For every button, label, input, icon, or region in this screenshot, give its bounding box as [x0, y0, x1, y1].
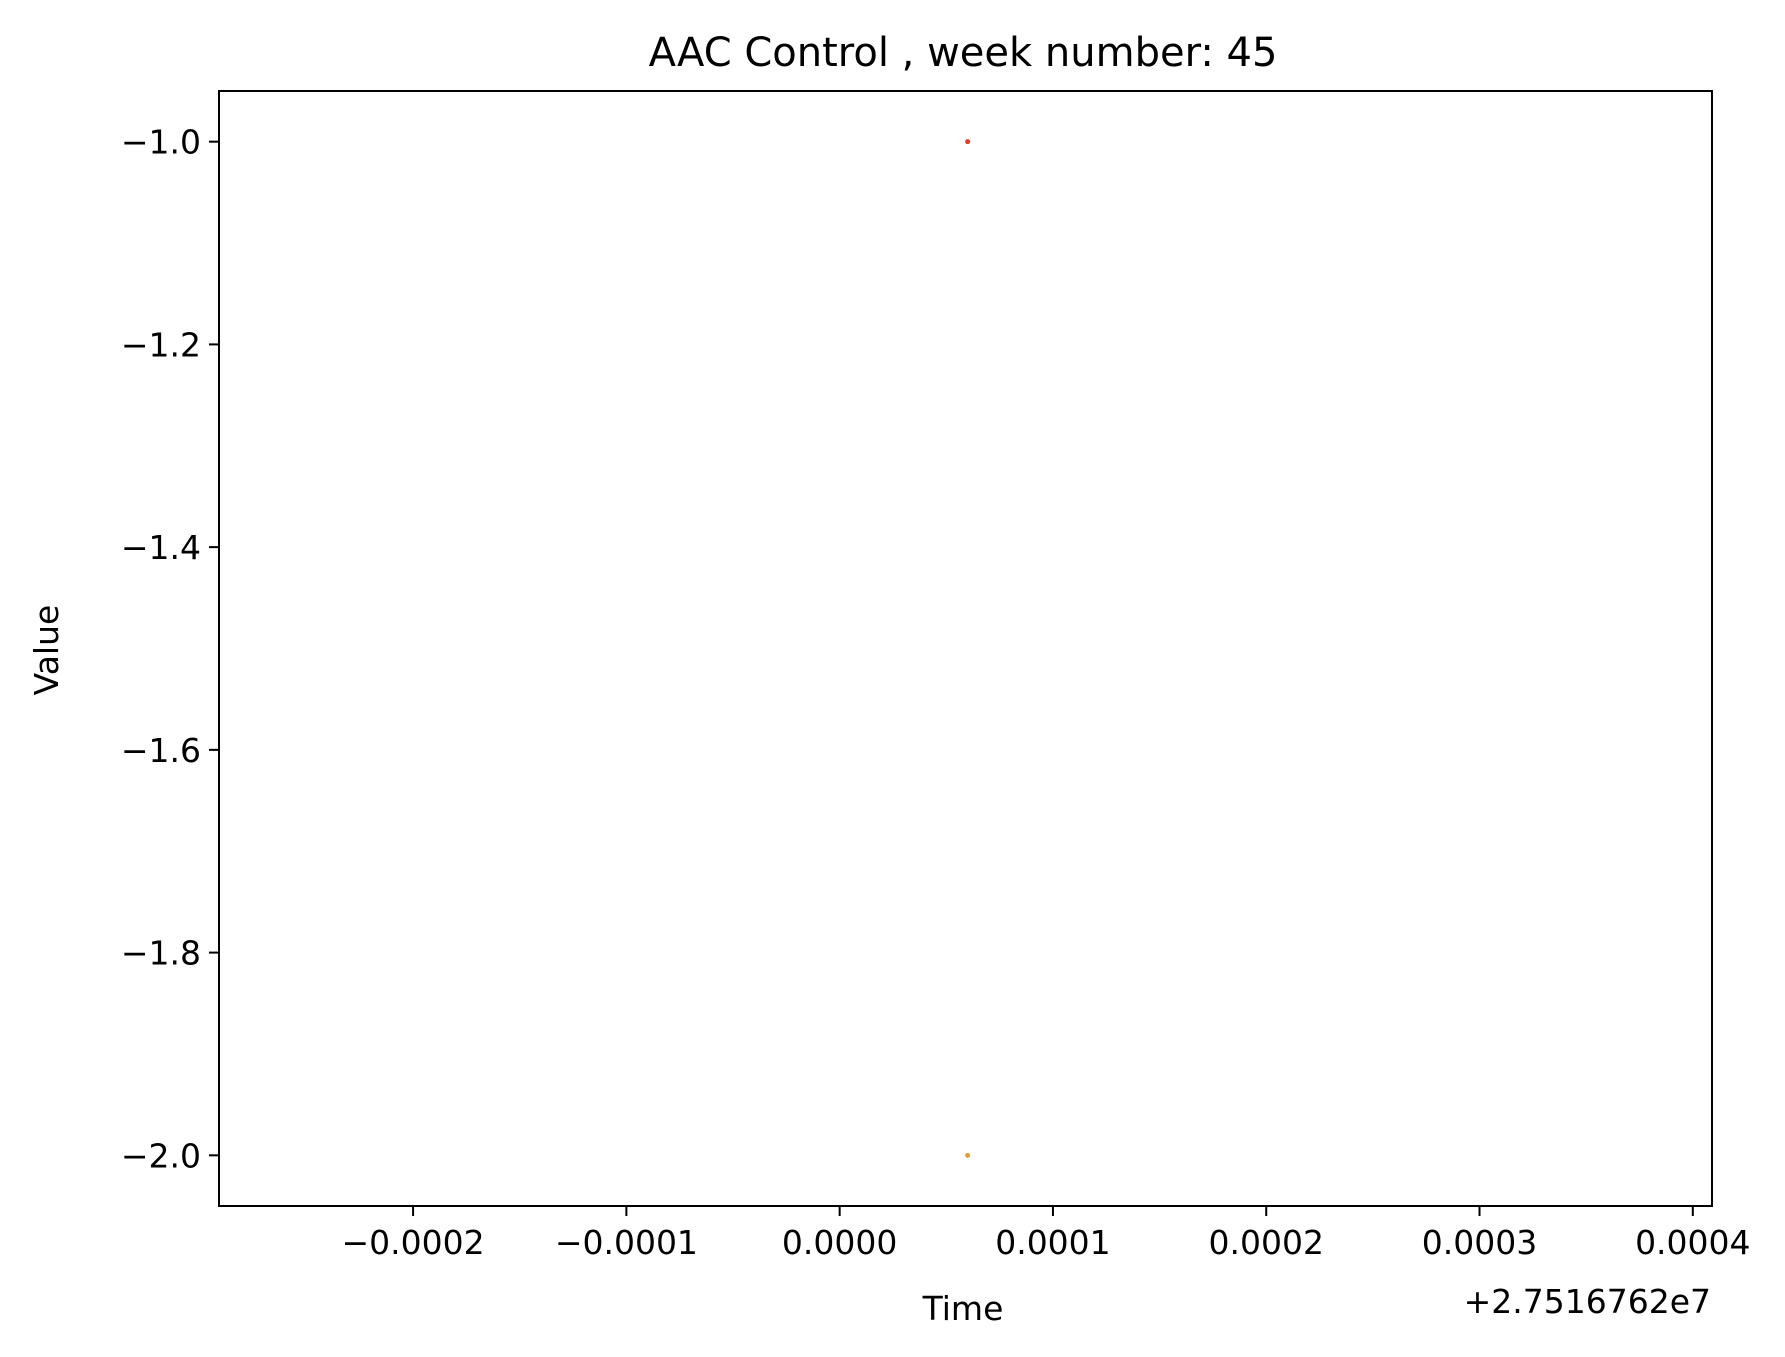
y-tick-label: −1.2 [121, 325, 201, 364]
x-tick-label: −0.0002 [342, 1223, 485, 1262]
x-tick-label: 0.0003 [1422, 1223, 1537, 1262]
data-point-series-2 [965, 1152, 971, 1158]
data-point-series-1 [965, 139, 971, 145]
plot-frame [218, 90, 1713, 1207]
x-axis-ticks: −0.0002 −0.0001 0.0000 0.0001 0.0002 0.0003 0.… [342, 1206, 1751, 1262]
chart-title: AAC Control , week number: 45 [649, 30, 1278, 76]
x-tick-label: 0.0001 [995, 1223, 1110, 1262]
y-axis-ticks: −1.0 −1.2 −1.4 −1.6 −1.8 −2.0 [121, 123, 219, 1175]
x-tick-label: 0.0000 [782, 1223, 897, 1262]
x-tick-label: 0.0004 [1635, 1223, 1750, 1262]
x-tick-label: 0.0002 [1208, 1223, 1323, 1262]
x-tick-label: −0.0001 [555, 1223, 698, 1262]
plot-area [218, 90, 1713, 1207]
x-axis-label: Time [922, 1289, 1004, 1328]
y-tick-label: −2.0 [121, 1136, 201, 1175]
y-tick-label: −1.4 [121, 528, 201, 567]
y-tick-label: −1.8 [121, 934, 201, 973]
x-axis-offset-label: +2.7516762e7 [1464, 1282, 1711, 1321]
data-points [965, 139, 971, 1158]
y-tick-label: −1.0 [121, 123, 201, 162]
y-axis-label: Value [27, 605, 66, 696]
y-tick-label: −1.6 [121, 731, 201, 770]
